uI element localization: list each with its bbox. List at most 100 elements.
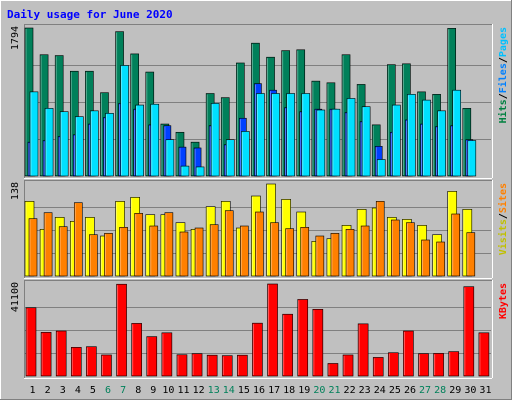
bar-pages-day-19 (301, 93, 311, 177)
bar-pages-day-20-body (316, 109, 326, 177)
bar-sites-day-9-body (149, 225, 159, 277)
bar-kbytes-day-1-body (25, 307, 37, 377)
bar-pages-day-25 (392, 104, 401, 177)
day-label-17: 17 (268, 385, 280, 396)
bar-sites-day-12-body (194, 227, 204, 277)
bar-sites-day-23 (360, 225, 370, 277)
bar-kbytes-day-27 (418, 353, 429, 377)
bar-pages-day-30 (467, 140, 477, 177)
bar-kbytes-day-10 (161, 332, 173, 377)
bar-pages-day-19-body (301, 93, 311, 177)
legend-entry: Sites (497, 183, 509, 213)
bar-pages-day-2 (44, 108, 54, 177)
bar-kbytes-day-30-body (463, 286, 475, 377)
bar-pages-day-11 (180, 165, 190, 177)
legend-entry: Hits (497, 99, 509, 123)
bar-sites-day-9 (149, 225, 159, 277)
bar-sites-day-15-body (240, 225, 249, 277)
bar-pages-day-15-body (241, 131, 250, 177)
day-label-3: 3 (60, 385, 66, 396)
legend-entry: / (498, 213, 509, 219)
bar-pages-day-28-body (437, 110, 446, 177)
bar-pages-day-23 (361, 106, 371, 177)
bar-sites-day-27 (421, 239, 430, 277)
bar-sites-day-8-body (134, 213, 143, 277)
legend-entry: Pages (498, 27, 509, 57)
bar-pages-day-6-body (105, 113, 114, 177)
bar-sites-day-11-body (179, 231, 189, 277)
panel-2-ymax-label: 138 (10, 182, 21, 200)
day-label-7: 7 (120, 385, 126, 396)
bar-pages-day-9-body (150, 103, 160, 177)
bar-sites-day-11 (179, 231, 189, 277)
bar-sites-day-5-body (89, 234, 98, 277)
bar-kbytes-day-17 (267, 283, 278, 377)
legend-entry: / (498, 57, 509, 63)
bar-kbytes-day-21-body (327, 363, 339, 377)
bar-pages-day-15 (241, 131, 250, 177)
bar-pages-day-10-body (165, 139, 175, 177)
day-label-12: 12 (193, 385, 205, 396)
day-label-16: 16 (253, 385, 265, 396)
day-label-9: 9 (150, 385, 156, 396)
bar-pages-day-29 (452, 89, 462, 177)
day-label-19: 19 (298, 385, 310, 396)
bar-pages-day-23-body (361, 106, 371, 177)
bar-kbytes-day-23 (357, 323, 369, 377)
bar-pages-day-25-body (392, 104, 401, 177)
bar-kbytes-day-20-body (312, 308, 324, 377)
day-label-30: 30 (464, 385, 476, 396)
bar-kbytes-day-26 (403, 330, 414, 377)
bar-kbytes-day-22 (342, 354, 354, 377)
bar-pages-day-13-body (210, 103, 220, 177)
bar-pages-day-14-body (225, 139, 235, 177)
bar-pages-day-18-body (286, 93, 295, 177)
bar-pages-day-22 (346, 98, 356, 177)
bar-kbytes-day-12-body (191, 353, 203, 377)
bar-kbytes-day-28-body (433, 353, 444, 377)
bar-sites-day-7 (119, 227, 128, 277)
bar-sites-day-18 (285, 228, 294, 277)
bar-sites-day-10 (164, 212, 174, 277)
bar-pages-day-22-body (346, 98, 356, 177)
bar-kbytes-day-17-body (267, 283, 278, 377)
bar-kbytes-day-7-body (116, 283, 127, 377)
day-axis: 1 2 3 4 5 6 7 8 9 10 11 12 13 14 15 16 17 18 19 20 21 22 23 24 2… (30, 385, 492, 396)
day-label-26: 26 (404, 385, 416, 396)
bar-pages-day-21 (331, 108, 341, 177)
bar-pages-day-4-body (74, 116, 84, 177)
bar-kbytes-day-29-body (448, 351, 460, 377)
bar-kbytes-day-12 (191, 353, 203, 377)
bar-sites-day-30-body (466, 232, 476, 277)
bar-kbytes-day-25 (388, 352, 399, 377)
bar-pages-day-12-body (195, 166, 205, 177)
panel-2-legend: Visits/Sites (497, 183, 509, 255)
bar-sites-day-30 (466, 232, 476, 277)
bar-kbytes-day-16 (252, 322, 263, 377)
day-label-11: 11 (177, 385, 189, 396)
day-label-4: 4 (75, 385, 81, 396)
panel-3-ymax-label: 41100 (10, 282, 21, 312)
bar-pages-day-12 (195, 166, 205, 177)
day-label-1: 1 (30, 385, 36, 396)
bar-pages-day-29-body (452, 89, 462, 177)
day-label-21: 21 (328, 385, 340, 396)
day-label-8: 8 (135, 385, 141, 396)
bar-sites-day-15 (240, 225, 249, 277)
bar-pages-day-2-body (44, 108, 54, 177)
bar-sites-day-23-body (360, 225, 370, 277)
bar-sites-day-7-body (119, 227, 128, 277)
bar-sites-day-27-body (421, 239, 430, 277)
bar-kbytes-day-9 (146, 336, 158, 377)
bar-sites-day-21 (330, 233, 340, 277)
bar-sites-day-14-body (224, 210, 234, 277)
bar-pages-day-6 (105, 113, 114, 177)
bar-kbytes-day-30 (463, 286, 475, 377)
day-label-5: 5 (90, 385, 96, 396)
bar-kbytes-day-10-body (161, 332, 173, 377)
bar-sites-day-26 (406, 222, 415, 277)
bar-kbytes-day-31-body (478, 332, 490, 377)
bar-kbytes-day-21 (327, 363, 339, 377)
bar-pages-day-9 (150, 103, 160, 177)
